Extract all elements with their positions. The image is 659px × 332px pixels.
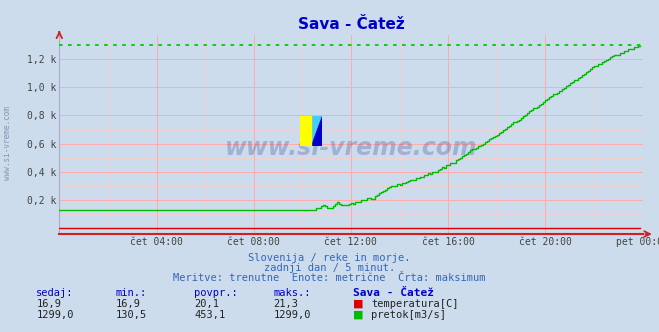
- Text: 21,3: 21,3: [273, 299, 299, 309]
- Text: 1299,0: 1299,0: [36, 310, 74, 320]
- Text: www.si-vreme.com: www.si-vreme.com: [3, 106, 13, 180]
- Text: www.si-vreme.com: www.si-vreme.com: [225, 136, 477, 160]
- Text: ■: ■: [353, 299, 363, 309]
- Text: maks.:: maks.:: [273, 288, 311, 298]
- Text: 1299,0: 1299,0: [273, 310, 311, 320]
- Text: ■: ■: [353, 310, 363, 320]
- Text: pretok[m3/s]: pretok[m3/s]: [371, 310, 446, 320]
- Bar: [311, 116, 322, 146]
- Text: zadnji dan / 5 minut.: zadnji dan / 5 minut.: [264, 263, 395, 273]
- Text: Sava - Čatež: Sava - Čatež: [353, 288, 434, 298]
- Text: 16,9: 16,9: [36, 299, 61, 309]
- Text: 453,1: 453,1: [194, 310, 225, 320]
- Text: 130,5: 130,5: [115, 310, 146, 320]
- Text: Meritve: trenutne  Enote: metrične  Črta: maksimum: Meritve: trenutne Enote: metrične Črta: …: [173, 273, 486, 283]
- Text: povpr.:: povpr.:: [194, 288, 238, 298]
- Bar: [300, 116, 311, 146]
- Polygon shape: [311, 116, 322, 146]
- Polygon shape: [300, 116, 311, 146]
- Title: Sava - Čatež: Sava - Čatež: [298, 17, 404, 32]
- Text: min.:: min.:: [115, 288, 146, 298]
- Text: temperatura[C]: temperatura[C]: [371, 299, 459, 309]
- Text: 16,9: 16,9: [115, 299, 140, 309]
- Text: sedaj:: sedaj:: [36, 288, 74, 298]
- Text: 20,1: 20,1: [194, 299, 219, 309]
- Text: Slovenija / reke in morje.: Slovenija / reke in morje.: [248, 253, 411, 263]
